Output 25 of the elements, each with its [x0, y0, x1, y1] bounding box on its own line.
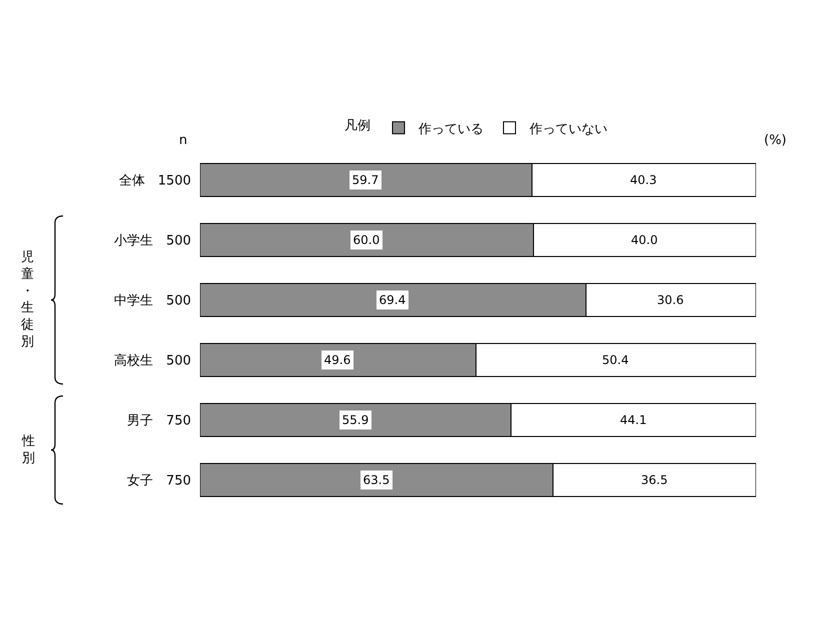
data-label: 55.9 — [342, 413, 369, 427]
text: n — [179, 133, 188, 148]
data-label: 49.6 — [324, 353, 351, 367]
data-label: 40.3 — [630, 173, 657, 187]
data-label: 59.7 — [352, 173, 379, 187]
y-tick-label: 全体 1500 — [118, 174, 191, 189]
data-label: 69.4 — [379, 293, 406, 307]
data-label: 63.5 — [363, 473, 390, 487]
data-label: 60.0 — [353, 233, 380, 247]
data-label: 30.6 — [657, 293, 684, 307]
data-label: 44.1 — [620, 413, 647, 427]
legend-label: 作っている — [418, 122, 484, 137]
y-tick-label: 高校生 500 — [114, 352, 191, 369]
text: 性別 — [21, 434, 35, 466]
y-tick-label: 男子 750 — [127, 414, 191, 429]
data-label: 40.0 — [631, 233, 658, 247]
y-tick-label: 中学生 500 — [114, 294, 191, 309]
y-tick-label: 女子 750 — [127, 474, 191, 489]
y-tick-label: 小学生 500 — [114, 234, 191, 249]
legend-label: 作っていない — [528, 122, 608, 137]
text: (%) — [764, 133, 786, 148]
data-label: 50.4 — [602, 353, 629, 367]
legend-title: 凡例 — [344, 118, 370, 134]
text: 児童・生徒別 — [21, 250, 34, 350]
data-label: 36.5 — [641, 473, 668, 487]
